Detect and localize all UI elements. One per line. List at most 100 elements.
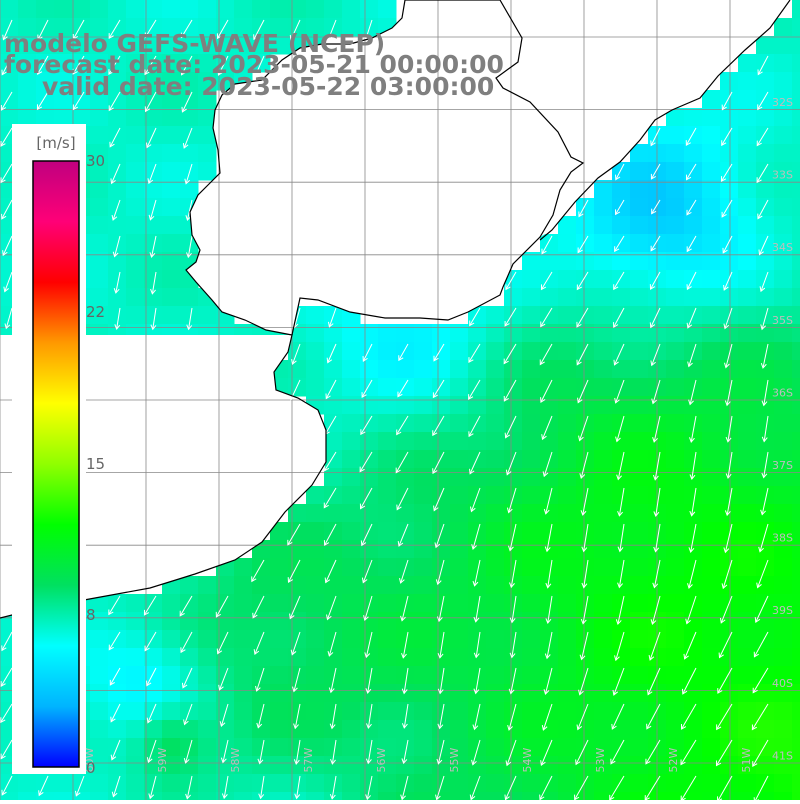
speed-cell bbox=[18, 18, 37, 37]
wind-arrow bbox=[721, 559, 733, 590]
wind-arrow bbox=[433, 343, 445, 362]
speed-cell bbox=[756, 252, 775, 271]
speed-cell bbox=[216, 774, 235, 793]
speed-cell bbox=[522, 342, 541, 361]
lat-label: 40S bbox=[772, 677, 793, 690]
speed-cell bbox=[36, 36, 55, 55]
speed-cell bbox=[162, 54, 181, 73]
speed-cell bbox=[324, 522, 343, 541]
speed-cell bbox=[792, 54, 800, 73]
speed-cell bbox=[738, 648, 757, 667]
speed-cell bbox=[468, 756, 487, 775]
speed-cell bbox=[360, 0, 379, 19]
speed-cell bbox=[666, 234, 685, 253]
speed-cell bbox=[162, 738, 181, 757]
speed-cell bbox=[702, 558, 721, 577]
speed-cell bbox=[738, 396, 757, 415]
speed-cell bbox=[108, 252, 127, 271]
speed-cell bbox=[522, 396, 541, 415]
speed-cell bbox=[342, 738, 361, 757]
speed-cell bbox=[54, 36, 73, 55]
speed-cell bbox=[666, 144, 685, 163]
speed-cell bbox=[450, 594, 469, 613]
wind-arrow bbox=[469, 307, 481, 327]
wind-arrow bbox=[1, 631, 13, 652]
speed-cell bbox=[162, 648, 181, 667]
speed-cell bbox=[126, 702, 145, 721]
wind-arrow bbox=[756, 559, 769, 589]
wind-arrow bbox=[760, 343, 769, 369]
speed-cell bbox=[108, 216, 127, 235]
speed-cell bbox=[90, 720, 109, 739]
wind-arrow bbox=[287, 523, 301, 546]
wind-arrow bbox=[398, 343, 409, 362]
speed-cell bbox=[324, 774, 343, 793]
speed-cell bbox=[108, 792, 127, 804]
speed-cell bbox=[486, 522, 505, 541]
speed-cell bbox=[180, 720, 199, 739]
wind-arrow bbox=[541, 235, 553, 255]
wind-arrow bbox=[613, 343, 625, 366]
wind-arrow bbox=[327, 631, 337, 657]
speed-cell bbox=[324, 648, 343, 667]
speed-cell bbox=[360, 396, 379, 415]
speed-cell bbox=[774, 90, 793, 109]
wind-arrow bbox=[325, 379, 337, 400]
wind-arrow bbox=[150, 307, 157, 331]
speed-cell bbox=[144, 216, 163, 235]
speed-cell bbox=[180, 162, 199, 181]
wind-arrow bbox=[715, 739, 733, 767]
speed-cell bbox=[216, 738, 235, 757]
wind-arrow bbox=[1, 55, 13, 76]
speed-cell bbox=[756, 360, 775, 379]
wind-arrow bbox=[258, 775, 265, 800]
speed-cell bbox=[342, 612, 361, 631]
speed-cell bbox=[144, 234, 163, 253]
wind-arrow bbox=[146, 667, 157, 687]
speed-cell bbox=[144, 306, 163, 325]
speed-cell bbox=[162, 594, 181, 613]
wind-arrow bbox=[723, 271, 733, 291]
speed-cell bbox=[774, 630, 793, 649]
speed-cell bbox=[630, 306, 649, 325]
wind-arrow bbox=[724, 343, 733, 369]
speed-cell bbox=[576, 594, 595, 613]
speed-cell bbox=[558, 396, 577, 415]
speed-cell bbox=[774, 792, 793, 804]
speed-cell bbox=[252, 576, 271, 595]
speed-cell bbox=[702, 594, 721, 613]
speed-cell bbox=[504, 522, 523, 541]
speed-cell bbox=[378, 558, 397, 577]
speed-cell bbox=[720, 630, 739, 649]
speed-cell bbox=[612, 306, 631, 325]
wind-arrow bbox=[545, 595, 553, 625]
wind-arrow bbox=[761, 451, 769, 479]
speed-cell bbox=[612, 522, 631, 541]
wind-arrow bbox=[652, 451, 661, 481]
speed-cell bbox=[558, 378, 577, 397]
speed-cell bbox=[180, 648, 199, 667]
speed-cell bbox=[162, 702, 181, 721]
speed-cell bbox=[504, 432, 523, 451]
speed-cell bbox=[0, 0, 19, 19]
wind-arrow bbox=[0, 163, 13, 184]
speed-cell bbox=[378, 450, 397, 469]
speed-cell bbox=[594, 504, 613, 523]
wind-arrow bbox=[0, 91, 13, 111]
wind-arrow bbox=[326, 19, 337, 41]
speed-cell bbox=[468, 360, 487, 379]
speed-cell bbox=[594, 180, 613, 199]
speed-cell bbox=[90, 306, 109, 325]
speed-cell bbox=[126, 162, 145, 181]
speed-cell bbox=[144, 72, 163, 91]
speed-cell bbox=[90, 198, 109, 217]
speed-cell bbox=[702, 540, 721, 559]
speed-cell bbox=[90, 792, 109, 804]
speed-cell bbox=[666, 738, 685, 757]
wind-arrow bbox=[108, 631, 121, 651]
wind-arrow bbox=[111, 199, 121, 221]
wind-arrow bbox=[109, 127, 121, 148]
wind-arrow bbox=[437, 703, 445, 730]
wind-arrow bbox=[471, 523, 481, 550]
wind-arrow bbox=[471, 739, 481, 766]
